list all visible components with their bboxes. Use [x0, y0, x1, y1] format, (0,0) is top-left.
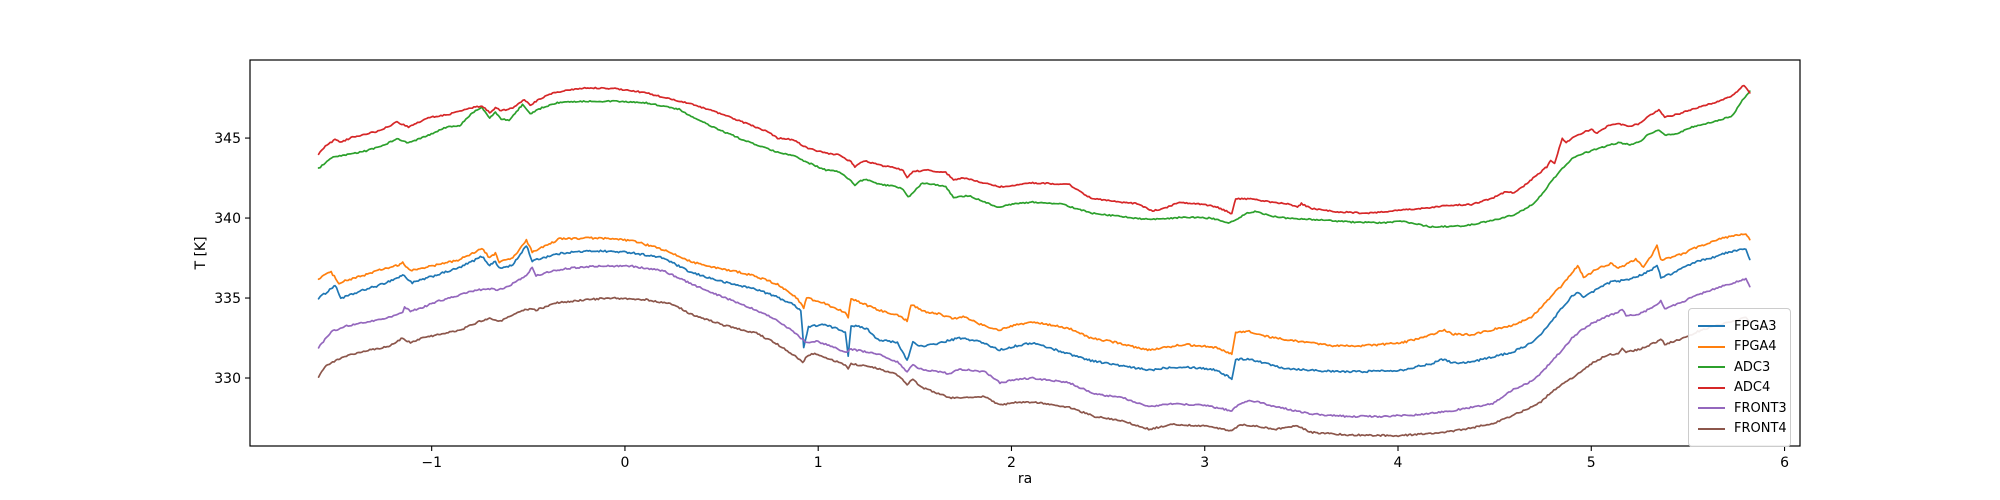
legend-line-swatch [1698, 325, 1725, 328]
y-tick-label: 335 [214, 291, 241, 307]
x-axis-label: ra [1017, 471, 1033, 487]
legend-label: FRONT3 [1734, 400, 1787, 416]
x-tick-label: 3 [1200, 455, 1209, 471]
x-tick-label: 5 [1587, 455, 1596, 471]
plot-border [249, 59, 1801, 447]
legend-label: ADC3 [1734, 359, 1771, 375]
legend-line-swatch [1698, 386, 1725, 389]
x-tick-label: 2 [1007, 455, 1016, 471]
legend-item-FRONT4: FRONT4 [1698, 419, 1787, 440]
legend-item-ADC3: ADC3 [1698, 357, 1782, 378]
legend-label: FPGA4 [1734, 339, 1777, 355]
x-tick-label: 4 [1394, 455, 1403, 471]
x-tick-label: −1 [421, 455, 442, 471]
series-line-ADC4 [317, 84, 1751, 215]
legend-item-FPGA4: FPGA4 [1698, 337, 1782, 358]
x-tick-label: 6 [1780, 455, 1789, 471]
legend-label: FRONT4 [1734, 421, 1787, 437]
legend-line-swatch [1698, 407, 1725, 410]
y-tick-label: 330 [214, 371, 241, 387]
legend: FPGA3 FPGA4 ADC3 ADC4 FRONT3 FRONT4 [1688, 308, 1791, 447]
legend-line-swatch [1698, 345, 1725, 348]
series-line-FRONT3 [317, 264, 1751, 419]
series-line-FPGA3 [317, 245, 1751, 381]
y-axis-label: T [K] [193, 236, 209, 270]
y-tick-label: 345 [214, 131, 241, 147]
legend-line-swatch [1698, 427, 1725, 430]
x-tick-label: 0 [620, 455, 629, 471]
series-line-FPGA4 [317, 233, 1751, 356]
legend-item-FPGA3: FPGA3 [1698, 316, 1782, 337]
legend-label: FPGA3 [1734, 318, 1777, 334]
series-line-ADC3 [317, 90, 1751, 229]
legend-item-FRONT3: FRONT3 [1698, 398, 1787, 419]
legend-line-swatch [1698, 366, 1725, 369]
legend-item-ADC4: ADC4 [1698, 378, 1782, 399]
y-tick-label: 340 [214, 211, 241, 227]
x-tick-label: 1 [814, 455, 823, 471]
series-line-FRONT4 [317, 296, 1751, 438]
legend-label: ADC4 [1734, 380, 1771, 396]
